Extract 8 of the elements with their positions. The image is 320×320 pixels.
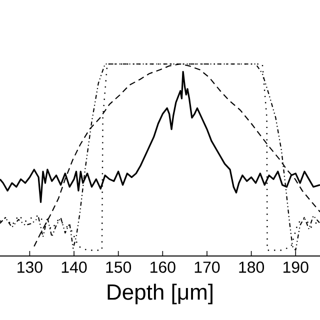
x-tick-label: 180 xyxy=(239,262,264,273)
x-axis-title: Depth [μm] xyxy=(108,284,212,304)
x-tick-label: 150 xyxy=(106,262,132,273)
x-tick-label: 140 xyxy=(62,262,87,273)
x-tick-label: 130 xyxy=(18,262,42,273)
x-tick-label: 160 xyxy=(150,262,176,273)
x-tick-label: 190 xyxy=(284,262,308,273)
x-tick-label: 170 xyxy=(194,262,220,273)
